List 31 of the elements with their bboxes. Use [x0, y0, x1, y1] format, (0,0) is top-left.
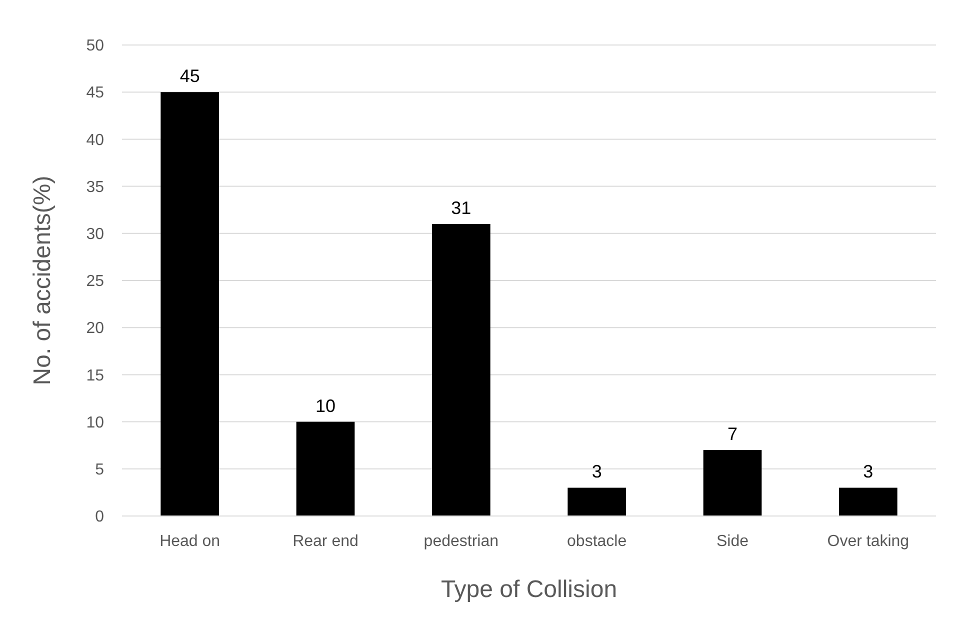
y-tick-label: 5: [95, 462, 104, 478]
x-tick-label: Side: [716, 533, 749, 550]
data-label: 31: [451, 198, 472, 218]
y-tick-label: 15: [86, 367, 104, 384]
bar: [160, 92, 219, 516]
x-tick-label: Head on: [160, 533, 220, 550]
x-tick-label: Over taking: [827, 533, 910, 550]
x-axis-title: Type of Collision: [440, 576, 618, 603]
y-tick-label: 30: [86, 226, 104, 243]
data-label: 45: [180, 66, 200, 86]
y-tick-label: 40: [86, 132, 104, 149]
y-axis-title: No. of accidents(%): [29, 176, 56, 386]
x-tick-label: Rear end: [292, 533, 358, 550]
bar: [703, 450, 762, 516]
data-label: 3: [592, 462, 602, 482]
y-tick-label: 50: [86, 38, 104, 55]
y-tick-label: 25: [86, 273, 104, 290]
data-label: 7: [727, 424, 738, 444]
bar: [432, 224, 490, 516]
y-tick-label: 10: [86, 414, 104, 432]
data-label: 10: [315, 396, 336, 416]
data-label: 3: [863, 462, 874, 482]
x-tick-label: obstacle: [567, 533, 627, 550]
y-tick-label: 35: [86, 178, 104, 196]
y-tick-label: 45: [86, 84, 104, 102]
x-tick-label: pedestrian: [424, 533, 499, 550]
bar: [296, 422, 355, 516]
bar: [839, 488, 898, 516]
y-tick-label: 20: [86, 320, 104, 338]
y-tick-label: 0: [95, 508, 104, 526]
bar: [568, 488, 626, 516]
